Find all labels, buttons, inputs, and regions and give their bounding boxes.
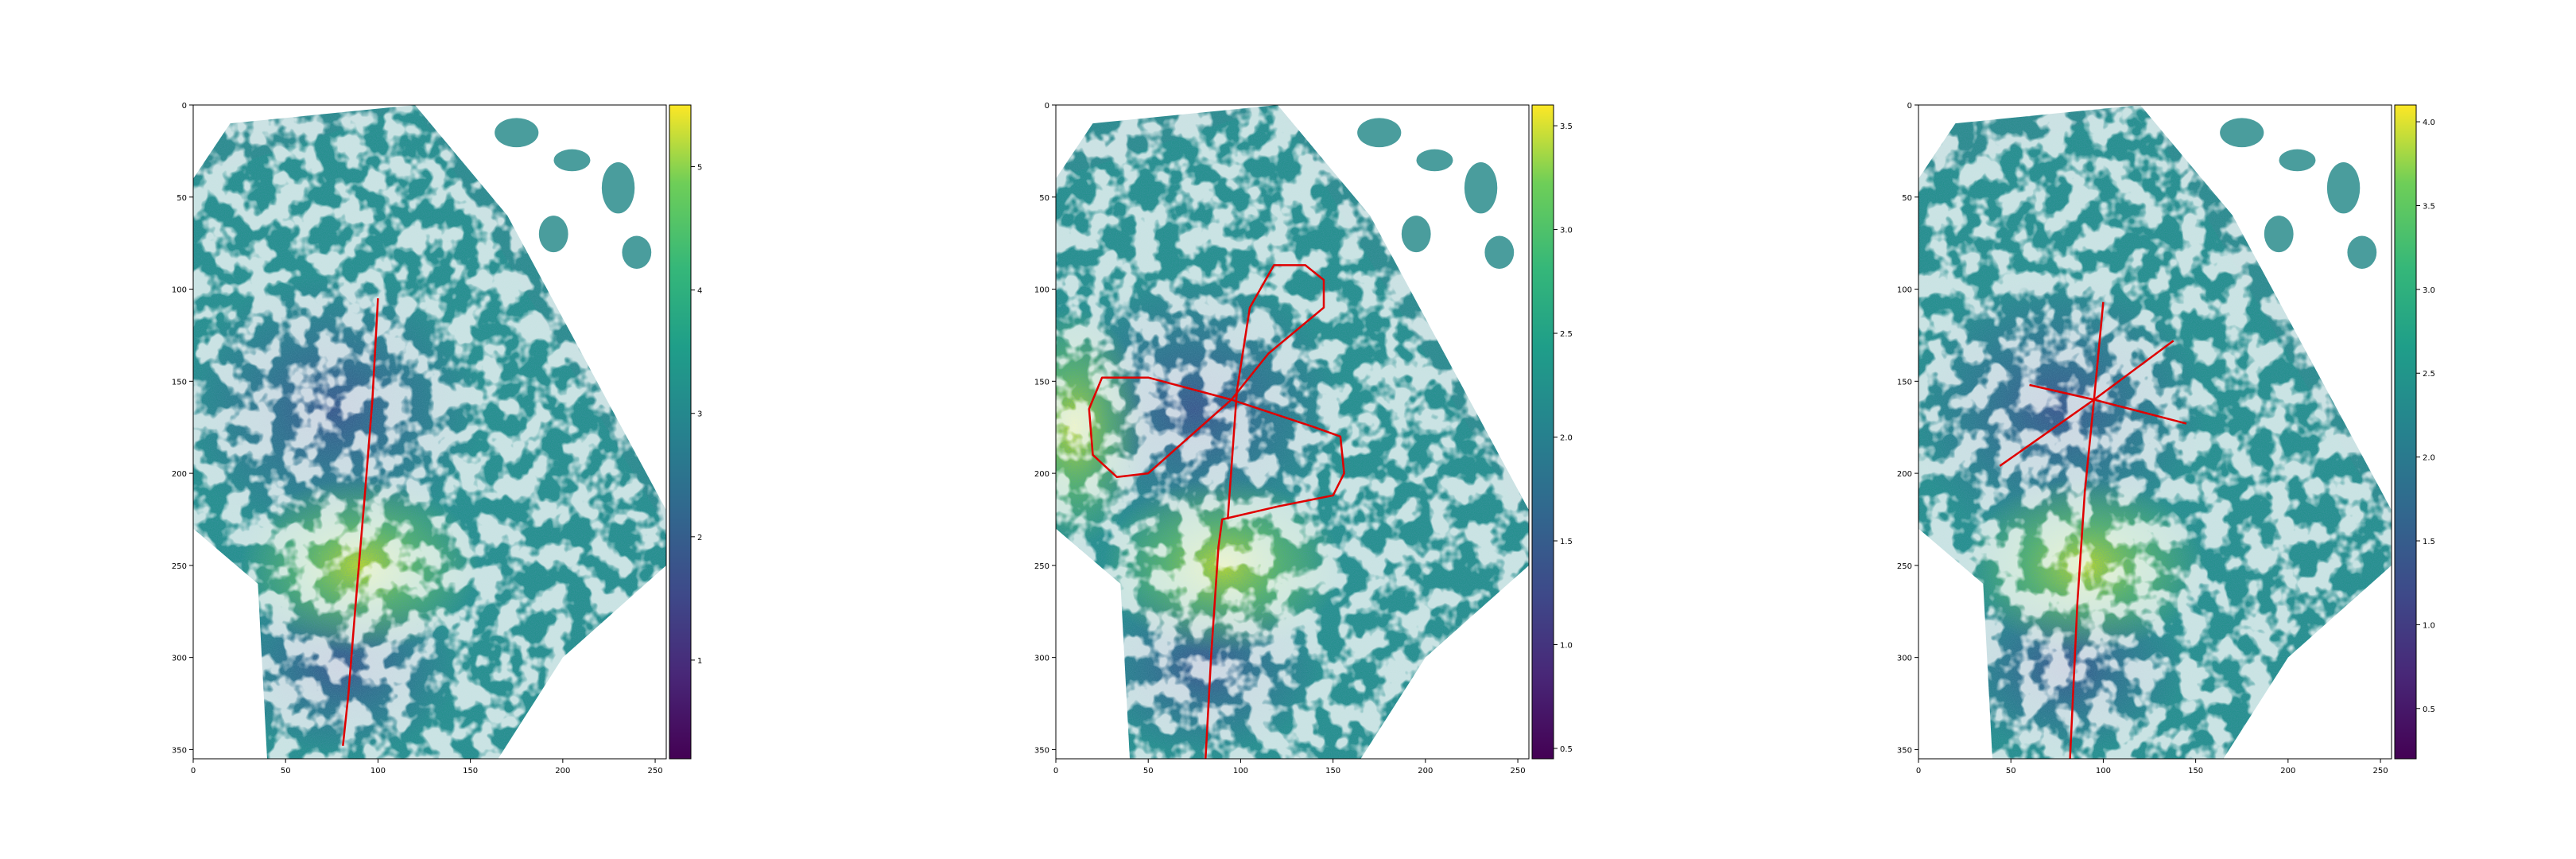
x-tick-label: 200	[2280, 767, 2295, 775]
x-tick-label: 150	[2188, 767, 2203, 775]
y-tick-label: 0	[1045, 102, 1049, 111]
colorbar-tick-label: 1.0	[2423, 621, 2435, 630]
y-tick-label: 150	[172, 378, 187, 387]
axes-frame	[1055, 104, 1530, 760]
colorbar-tick-label: 0.5	[1560, 745, 1573, 754]
colorbar-tick-label: 3.5	[2423, 202, 2435, 211]
x-tick-label: 0	[1053, 767, 1058, 775]
y-tick-label: 100	[1897, 286, 1912, 295]
y-tick-label: 300	[1034, 655, 1049, 663]
overlay-path-1	[2069, 301, 2105, 760]
x-tick-label: 0	[1916, 767, 1921, 775]
colorbar-tick-label: 0.5	[2423, 705, 2435, 714]
y-tick-label: 50	[177, 194, 187, 203]
y-tick-label: 0	[182, 102, 187, 111]
colorbar-tick-label: 3.0	[2423, 286, 2435, 295]
colorbar-tick-label: 2.0	[1560, 434, 1573, 443]
heatmap-field	[1056, 105, 1529, 759]
y-tick-label: 250	[172, 562, 187, 571]
y-tick-label: 150	[1034, 378, 1049, 387]
y-tick-label: 200	[172, 470, 187, 479]
x-tick-label: 50	[281, 767, 291, 775]
y-tick-label: 50	[1902, 194, 1912, 203]
colorbar-tick-label: 4.0	[2423, 119, 2435, 127]
colorbar-tick-label: 1.0	[1560, 641, 1573, 650]
colorbar: 0.5 1.0 1.5 2.0 2.5 3.0 3.5	[1531, 104, 1573, 760]
y-tick-label: 150	[1897, 378, 1912, 387]
x-tick-label: 50	[1143, 767, 1154, 775]
overlay-path-1	[1088, 264, 1345, 760]
colorbar-tick-label: 2.5	[2423, 370, 2435, 379]
heatmap-panel-2: 0 50 100 150 200 250 0 50 100 150 200 250 300 350 0.5 1…	[1034, 102, 1573, 775]
overlay-path-3	[2029, 383, 2187, 425]
colorbar-tick-label: 1	[697, 657, 702, 666]
colorbar-tick-label: 3.5	[1560, 122, 1573, 131]
colorbar-tick-label: 2.5	[1560, 330, 1573, 339]
x-tick-label: 250	[2373, 767, 2388, 775]
colorbar-tick-label: 2.0	[2423, 454, 2435, 463]
x-tick-label: 250	[1511, 767, 1526, 775]
y-tick-label: 50	[1039, 194, 1049, 203]
x-tick-label: 50	[2006, 767, 2016, 775]
y-tick-label: 350	[1897, 746, 1912, 755]
colorbar-tick-label: 2	[697, 534, 702, 542]
x-tick-label: 100	[2096, 767, 2111, 775]
y-tick-label: 200	[1034, 470, 1049, 479]
x-tick-label: 250	[648, 767, 663, 775]
heatmap-panel-1: 0 50 100 150 200 250 0 50 100 150 200 250 300 350 1 2 3 4…	[172, 102, 702, 775]
y-tick-label: 250	[1034, 562, 1049, 571]
x-tick-label: 200	[555, 767, 570, 775]
x-tick-label: 150	[463, 767, 478, 775]
heatmap-panel-3: 0 50 100 150 200 250 0 50 100 150 200 250 300 350 0.5 1…	[1897, 102, 2435, 775]
y-tick-label: 300	[1897, 655, 1912, 663]
y-tick-label: 100	[1034, 286, 1049, 295]
x-tick-label: 0	[191, 767, 196, 775]
y-tick-label: 0	[1907, 102, 1912, 111]
y-tick-label: 300	[172, 655, 187, 663]
y-tick-label: 100	[172, 286, 187, 295]
colorbar-tick-label: 5	[697, 164, 702, 173]
colorbar-tick-label: 3.0	[1560, 227, 1573, 235]
colorbar-tick-label: 3	[697, 410, 702, 419]
y-tick-label: 250	[1897, 562, 1912, 571]
colorbar-tick-label: 4	[697, 287, 702, 296]
y-tick-label: 200	[1897, 470, 1912, 479]
colorbar: 1 2 3 4 5	[669, 104, 702, 760]
overlay-path-1	[342, 298, 379, 746]
x-tick-label: 100	[1233, 767, 1248, 775]
colorbar: 0.5 1.0 1.5 2.0 2.5 3.0 3.5 4.0	[2394, 104, 2435, 760]
axes-frame	[1918, 104, 2392, 760]
y-tick-label: 350	[1034, 746, 1049, 755]
x-tick-label: 200	[1418, 767, 1433, 775]
axes-frame	[192, 104, 667, 760]
heatmap-field	[1918, 105, 2392, 759]
colorbar-tick-label: 1.5	[2423, 538, 2435, 546]
heatmap-field	[193, 105, 666, 759]
x-tick-label: 100	[370, 767, 386, 775]
colorbar-tick-label: 1.5	[1560, 538, 1573, 546]
x-tick-label: 150	[1325, 767, 1340, 775]
y-tick-label: 350	[172, 746, 187, 755]
